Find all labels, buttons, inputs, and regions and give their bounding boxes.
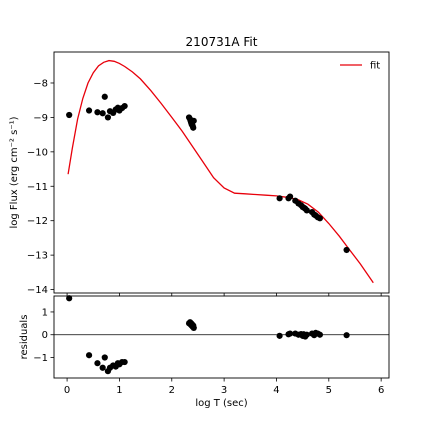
data-point [276,195,283,202]
data-point [101,93,108,100]
y-tick-label: −13 [27,251,48,262]
data-point [104,114,112,121]
residual-y-axis-label: residuals [19,315,30,360]
y-tick-label: −14 [27,285,48,296]
y-tick-label: −11 [27,182,48,193]
data-point [190,324,197,331]
main-panel: −14 −13 −12 −11 −10 −9 −8 fit [27,51,390,297]
x-tick-label: 1 [116,385,122,396]
data-point [99,364,106,371]
data-point [85,352,93,359]
y-tick-label: 1 [42,307,48,318]
data-point [286,193,294,200]
y-tick-label: −12 [27,216,48,227]
data-point [276,332,283,339]
y-tick-label: −1 [33,353,48,364]
data-point [303,331,310,338]
data-point [316,215,324,222]
y-tick-label: −8 [33,78,48,89]
data-point [343,246,350,254]
data-point [101,354,108,361]
legend: fit [340,61,380,72]
data-point [303,207,310,214]
data-point [85,107,93,114]
data-point [99,110,106,117]
data-point [94,360,101,367]
y-tick-label: −10 [27,147,48,158]
data-point [316,331,324,338]
x-tick-label: 2 [169,385,175,396]
data-point [66,295,73,302]
chart-title: 210731A Fit [186,35,258,49]
x-axis-label: log T (sec) [195,398,247,409]
plot-frame [53,51,390,294]
x-tick-label: 5 [326,385,332,396]
data-point [190,124,197,131]
plot-frame [53,295,390,379]
main-y-axis-label: log Flux (erg cm⁻² s⁻¹) [9,116,20,228]
data-point [286,330,294,337]
x-tick-label: 0 [64,385,70,396]
x-tick-label: 6 [378,385,384,396]
x-tick-label: 3 [221,385,227,396]
y-tick-label: 0 [42,330,48,341]
y-tick-label: −9 [33,113,48,124]
data-point [343,332,350,339]
x-tick-label: 4 [273,385,279,396]
data-point [66,111,73,119]
fit-line [67,59,374,284]
data-point [121,102,128,110]
data-point [121,358,128,366]
data-point [94,109,101,116]
legend-label: fit [370,61,380,72]
residual-panel: 0 1 2 3 4 5 6 −1 0 1 [33,295,390,396]
data-point [190,117,197,124]
